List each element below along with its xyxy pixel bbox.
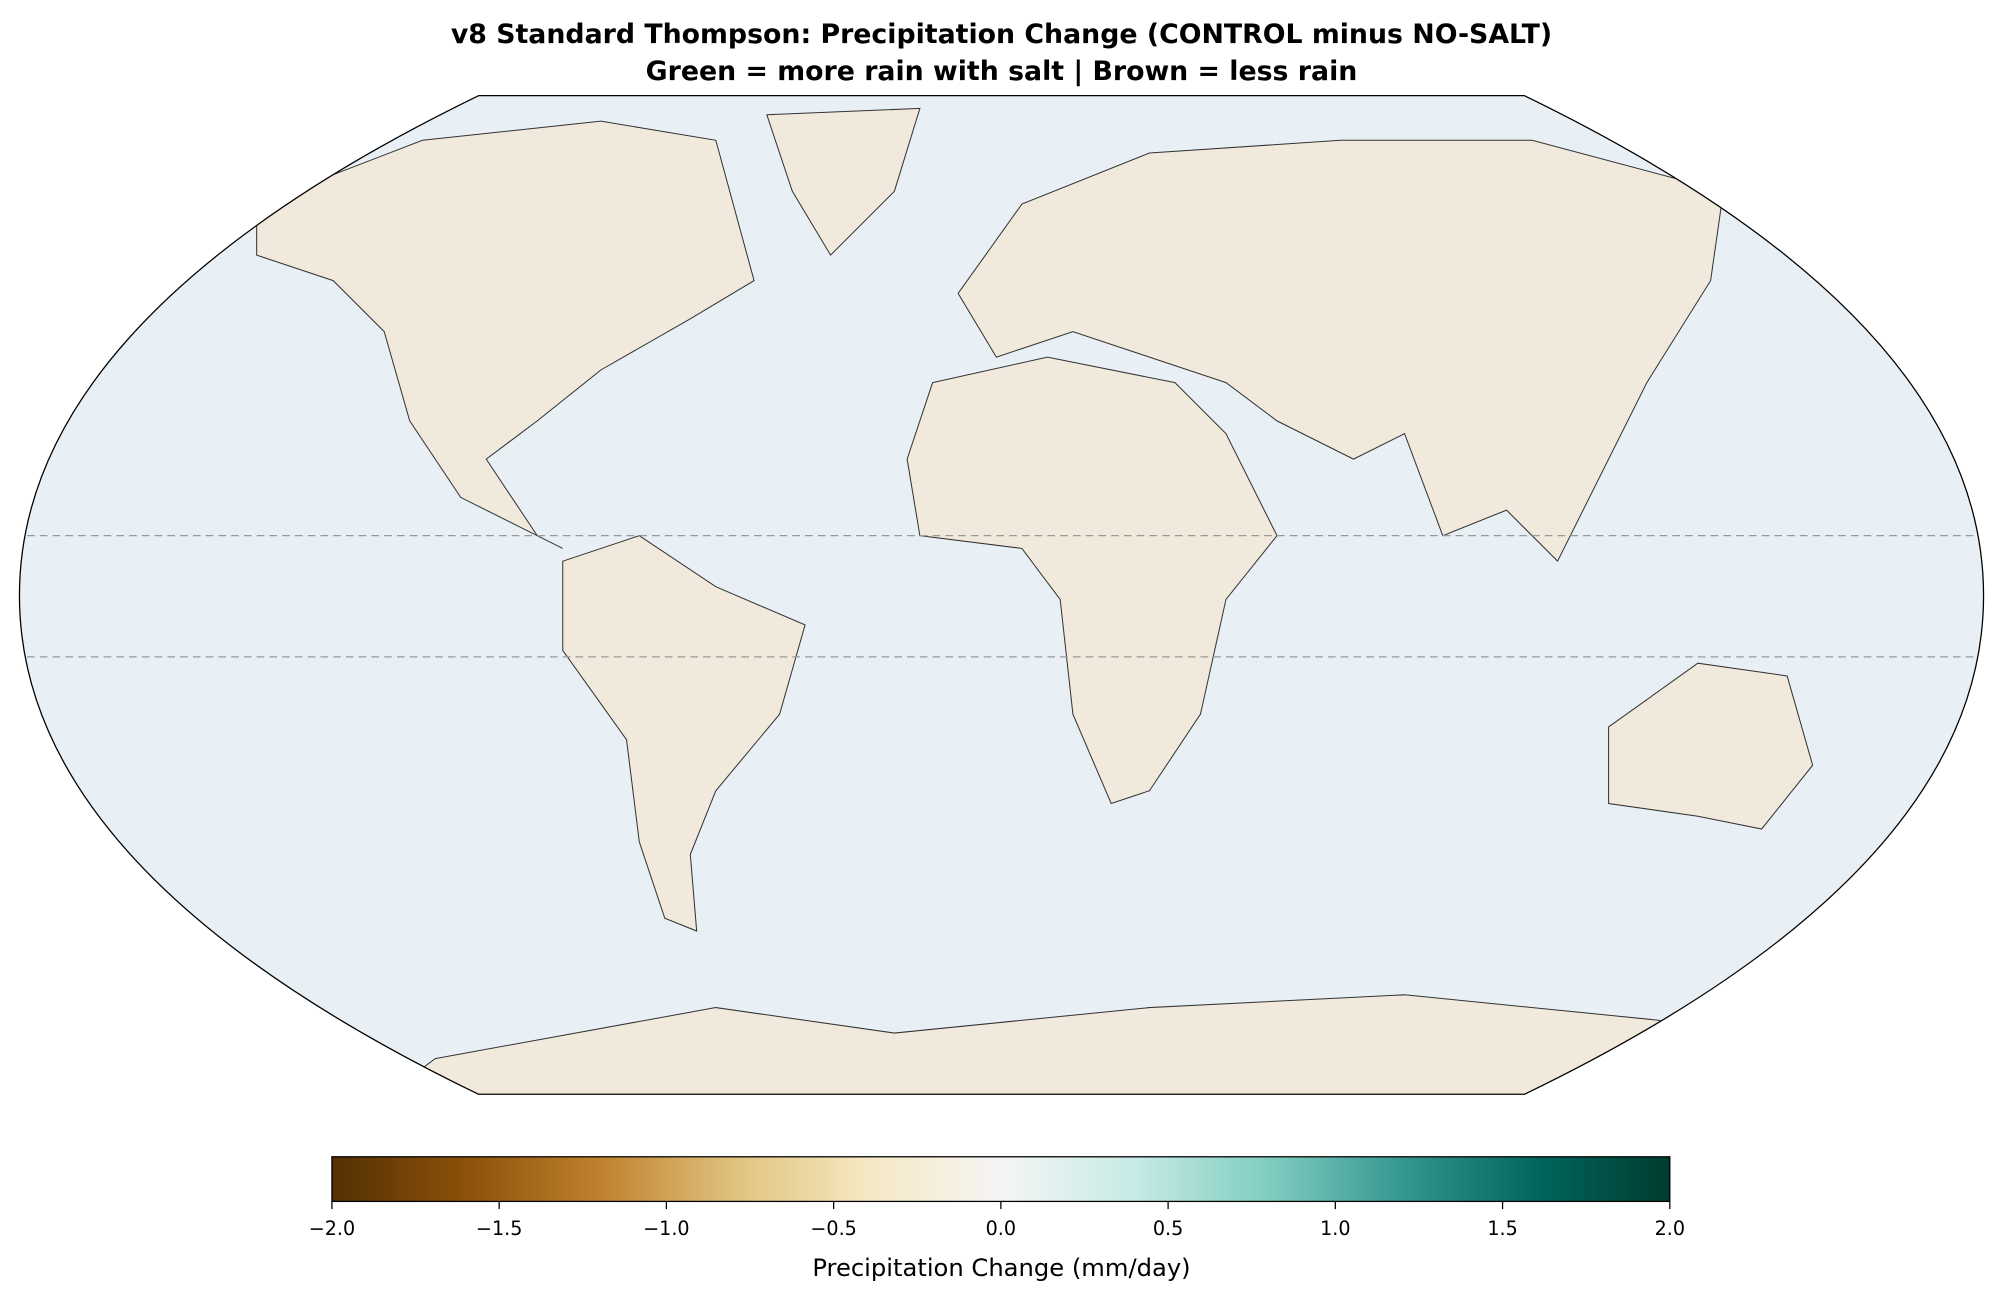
greenland (766, 107, 921, 256)
colorbar-tick-label: 2.0 (1655, 1217, 1685, 1240)
map (19, 95, 1984, 1095)
colorbar-tick-label: 1.0 (1320, 1217, 1350, 1240)
map-border (18, 95, 1985, 1095)
antarctica (382, 994, 1789, 1095)
south-america (562, 535, 806, 932)
colorbar-tick-label: 0.5 (1153, 1217, 1183, 1240)
colorbar-tick-label: −1.5 (476, 1217, 522, 1240)
title: v8 Standard Thompson: Precipitation Chan… (451, 19, 1552, 50)
colorbar-tick-label: 1.5 (1487, 1217, 1517, 1240)
subtitle: Green = more rain with salt | Brown = le… (646, 56, 1358, 87)
colorbar-label: Precipitation Change (mm/day) (812, 1254, 1190, 1282)
colorbar (331, 1156, 1671, 1203)
colorbar-tick-label: −0.5 (810, 1217, 856, 1240)
colorbar-tick-label: −1.0 (643, 1217, 689, 1240)
australia (1608, 662, 1814, 830)
africa (906, 356, 1278, 805)
colorbar-tick-label: −2.0 (309, 1217, 355, 1240)
north-america (256, 120, 755, 549)
colorbar-tick-label: 0.0 (986, 1217, 1016, 1240)
